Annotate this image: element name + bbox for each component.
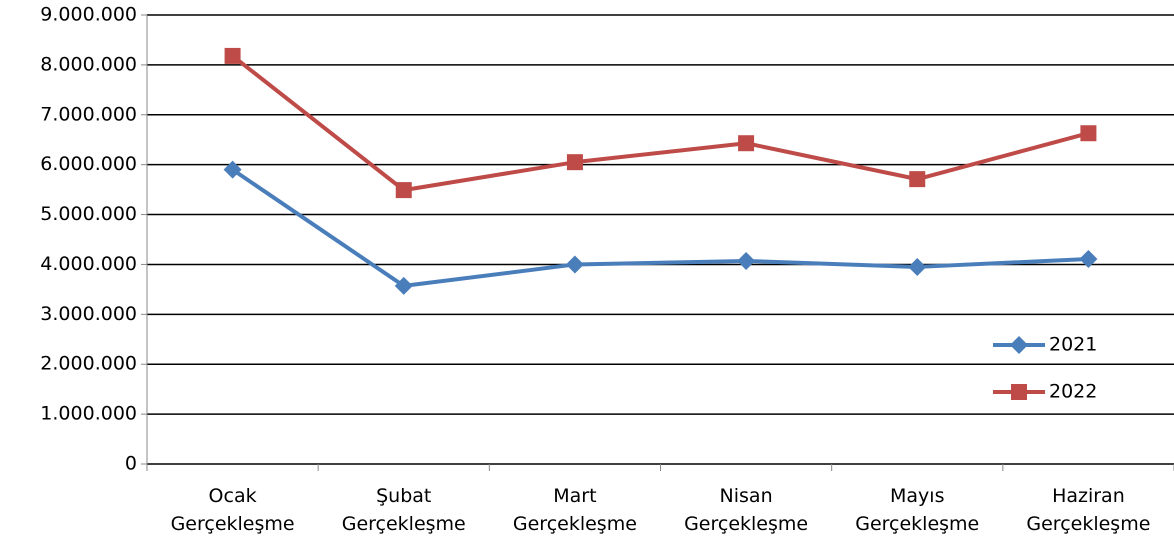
legend-label: 2022 bbox=[1049, 381, 1097, 403]
marker bbox=[1080, 125, 1097, 142]
marker bbox=[909, 171, 926, 188]
series-line bbox=[231, 168, 1089, 288]
marker bbox=[737, 251, 756, 270]
x-tick-label: Haziran Gerçekleşme bbox=[1026, 485, 1151, 535]
marker bbox=[394, 276, 413, 295]
marker bbox=[566, 154, 583, 171]
marker bbox=[908, 257, 927, 276]
y-tick-label: 0 bbox=[125, 453, 137, 475]
marker bbox=[224, 47, 241, 64]
series-line bbox=[231, 54, 1089, 193]
marker bbox=[223, 160, 242, 179]
marker bbox=[1079, 249, 1098, 268]
y-tick-label: 5.000.000 bbox=[40, 203, 137, 225]
marker bbox=[738, 135, 755, 152]
marker bbox=[565, 255, 584, 274]
y-tick-label: 8.000.000 bbox=[40, 53, 137, 75]
marker bbox=[395, 182, 412, 199]
y-tick-label: 6.000.000 bbox=[40, 153, 137, 175]
y-tick-label: 3.000.000 bbox=[40, 303, 137, 325]
y-tick-label: 1.000.000 bbox=[40, 403, 137, 425]
y-tick-label: 4.000.000 bbox=[40, 253, 137, 275]
y-tick-label: 7.000.000 bbox=[40, 103, 137, 125]
x-tick-label: Mayıs Gerçekleşme bbox=[855, 485, 980, 535]
marker bbox=[1011, 384, 1027, 400]
legend-label: 2021 bbox=[1049, 334, 1097, 356]
x-tick-label: Şubat Gerçekleşme bbox=[341, 485, 466, 535]
marker bbox=[1010, 336, 1028, 354]
x-tick-label: Ocak Gerçekleşme bbox=[170, 485, 295, 535]
x-tick-label: Nisan Gerçekleşme bbox=[684, 485, 809, 535]
x-tick-label: Mart Gerçekleşme bbox=[512, 485, 637, 535]
y-tick-label: 2.000.000 bbox=[40, 353, 137, 375]
y-tick-label: 9.000.000 bbox=[40, 4, 137, 26]
